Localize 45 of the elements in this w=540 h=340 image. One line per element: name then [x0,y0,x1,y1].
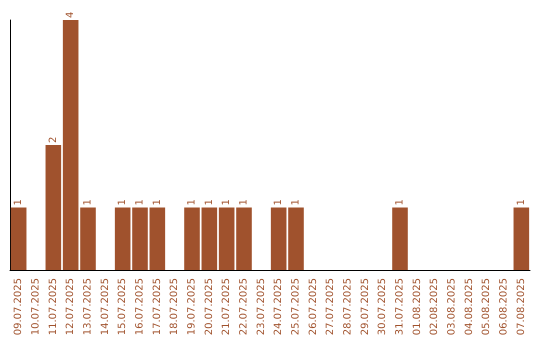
data-label: 1 [134,199,146,206]
x-tick-label: 18.07.2025 [169,278,180,336]
x-tick-label: 24.07.2025 [273,278,284,336]
x-tick-label: 02.08.2025 [429,278,440,336]
x-tick-label: 28.07.2025 [342,278,354,336]
x-tick-label: 13.07.2025 [82,278,94,336]
x-tick-label: 30.07.2025 [377,278,388,336]
x-tick-label: 29.07.2025 [360,278,371,336]
x-tick-label: 27.07.2025 [325,278,336,336]
data-label: 1 [152,199,163,206]
x-tick-label: 07.08.2025 [516,278,527,336]
data-label: 2 [48,136,59,143]
data-label: 1 [221,199,232,206]
x-tick-label: 31.07.2025 [394,278,406,336]
x-tick-label: 10.07.2025 [30,278,42,336]
x-tick-label: 06.08.2025 [498,278,510,336]
x-tick-label: 23.07.2025 [256,278,267,336]
data-label: 4 [65,12,76,18]
data-label: 1 [13,199,24,206]
data-label: 1 [238,199,250,206]
data-label: 1 [290,199,302,206]
x-tick-label: 09.07.2025 [13,278,24,336]
data-label: 1 [394,199,406,206]
x-tick-label: 16.07.2025 [134,278,146,336]
x-tick-label: 26.07.2025 [308,278,319,336]
x-tick-label: 22.07.2025 [238,278,250,336]
x-tick-label: 17.07.2025 [152,278,163,336]
x-tick-label: 25.07.2025 [290,278,302,336]
x-tick-label: 01.08.2025 [412,278,423,336]
x-tick-label: 11.07.2025 [48,278,59,336]
x-tick-label: 05.08.2025 [481,278,492,336]
data-label: 1 [186,199,198,206]
data-label: 1 [82,199,94,206]
x-tick-label: 19.07.2025 [186,278,198,336]
data-label: 1 [516,199,527,206]
x-tick-label: 15.07.2025 [117,278,128,336]
data-label: 1 [117,199,128,206]
x-tick-label: 03.08.2025 [446,278,458,336]
x-tick-label: 14.07.2025 [100,278,111,336]
data-label: 1 [204,199,215,206]
x-tick-label: 21.07.2025 [221,278,232,336]
x-tick-label: 12.07.2025 [65,278,76,336]
data-label: 1 [273,199,284,206]
x-tick-label: 20.07.2025 [204,278,215,336]
x-tick-label: 04.08.2025 [464,278,475,336]
